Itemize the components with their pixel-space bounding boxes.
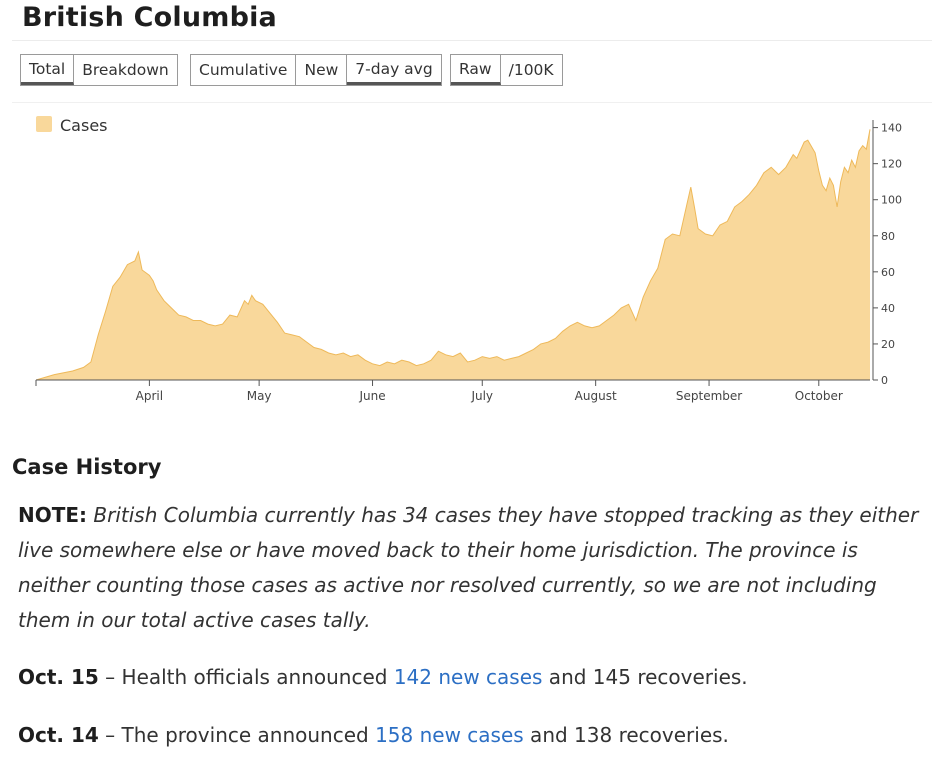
breakdown-button[interactable]: Breakdown xyxy=(82,61,169,79)
y-tick-label: 120 xyxy=(881,158,902,171)
title-divider xyxy=(12,40,932,41)
new-cases-link[interactable]: 158 new cases xyxy=(375,723,524,747)
x-tick-label: July xyxy=(470,389,493,403)
note-text: British Columbia currently has 34 cases … xyxy=(18,503,919,632)
raw-button[interactable]: Raw xyxy=(451,55,501,85)
new-button[interactable]: New xyxy=(296,55,348,85)
y-tick-label: 0 xyxy=(881,374,888,387)
note-paragraph: NOTE: British Columbia currently has 34 … xyxy=(18,498,933,638)
per-100k-button[interactable]: /100K xyxy=(508,61,554,79)
y-tick-label: 40 xyxy=(881,302,895,315)
chart-divider xyxy=(12,102,932,103)
history-entry: Oct. 14 – The province announced 158 new… xyxy=(18,720,729,750)
legend-label: Cases xyxy=(60,116,108,135)
x-tick-label: June xyxy=(358,389,385,403)
y-tick-label: 60 xyxy=(881,266,895,279)
cases-area xyxy=(36,129,870,380)
x-tick-label: September xyxy=(676,389,742,403)
case-history-title: Case History xyxy=(12,455,162,479)
y-tick-label: 140 xyxy=(881,122,902,135)
x-tick-label: April xyxy=(136,389,163,403)
y-tick-label: 20 xyxy=(881,338,895,351)
metric-toggle-group: Cumulative New 7-day avg xyxy=(190,54,442,86)
cases-area-chart: Cases April May June July August September Oct… xyxy=(35,116,902,403)
x-tick-label: August xyxy=(575,389,617,403)
y-tick-label: 100 xyxy=(881,194,902,207)
entry-text: – The province announced xyxy=(98,723,376,747)
cases-line xyxy=(35,129,871,381)
scale-toggle-group: Raw /100K xyxy=(450,54,563,86)
y-axis-ticks: 0 20 40 60 80 100 120 140 xyxy=(873,122,902,387)
cumulative-button[interactable]: Cumulative xyxy=(191,55,297,85)
entry-date: Oct. 15 xyxy=(18,665,99,689)
x-tick-label: October xyxy=(795,389,843,403)
page-title: British Columbia xyxy=(22,2,277,33)
y-tick-label: 80 xyxy=(881,230,895,243)
entry-text: and 138 recoveries. xyxy=(523,723,729,747)
entry-text: and 145 recoveries. xyxy=(542,665,748,689)
total-button[interactable]: Total xyxy=(21,55,75,85)
entry-text: – Health officials announced xyxy=(98,665,394,689)
x-axis-ticks: April May June July August September October xyxy=(35,380,843,403)
entry-date: Oct. 14 xyxy=(18,723,99,747)
seven-day-avg-button[interactable]: 7-day avg xyxy=(347,55,441,85)
new-cases-link[interactable]: 142 new cases xyxy=(393,665,543,689)
history-entry: Oct. 15 – Health officials announced 142… xyxy=(18,662,748,692)
x-tick-label: May xyxy=(247,389,272,403)
note-label: NOTE: xyxy=(18,503,88,527)
view-toggle-group: Total Breakdown xyxy=(20,54,178,86)
legend-swatch xyxy=(36,116,52,132)
